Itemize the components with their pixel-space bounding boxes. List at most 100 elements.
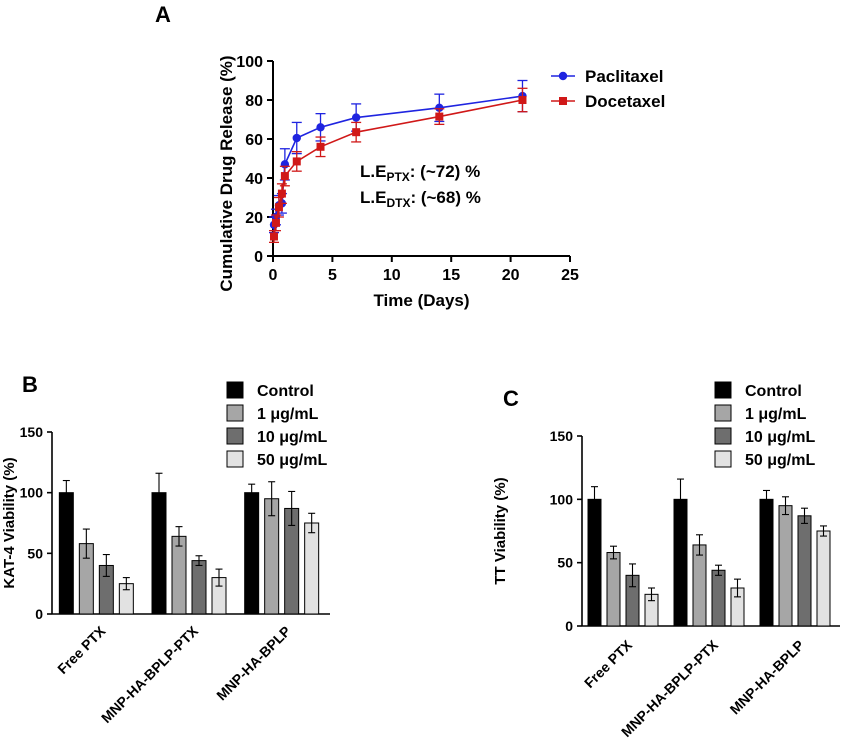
x-tick-label: 5 [328, 267, 337, 284]
bar [692, 544, 707, 627]
y-tick-label: 100 [236, 54, 263, 71]
legend-label: 1 μg/mL [745, 406, 807, 423]
bar [587, 498, 602, 627]
legend-entry: 1 μg/mL [226, 404, 319, 423]
legend-entry: 50 μg/mL [714, 450, 815, 469]
y-tick-label: 40 [245, 171, 263, 188]
legend-swatch [714, 450, 732, 468]
x-axis-title: Time (Days) [373, 291, 469, 310]
bar [711, 569, 726, 627]
data-point [435, 112, 444, 121]
category-label: MNP-HA-BPLP-PTX [98, 622, 202, 726]
legend-swatch [714, 381, 732, 399]
data-point [316, 123, 325, 132]
y-tick-label: 0 [565, 618, 573, 634]
bar [759, 498, 774, 627]
y-tick-label: 20 [245, 210, 263, 227]
bar [816, 530, 831, 627]
legend-entry: 1 μg/mL [714, 404, 807, 423]
legend-swatch [226, 450, 244, 468]
annotation-prefix: L.E [360, 188, 386, 207]
panel-a-line-chart: 0 20 40 60 80 100 0 5 10 15 20 25 Time (Days) Cumulat… [217, 54, 665, 310]
legend-label: 50 μg/mL [257, 452, 327, 469]
data-point [269, 232, 278, 241]
y-tick-label: 50 [557, 555, 573, 571]
legend-entry: Control [226, 381, 314, 400]
y-tick-label: 0 [35, 606, 43, 622]
legend-label: 10 μg/mL [745, 429, 815, 446]
panel-a-letter: A [155, 2, 171, 27]
category-label: Free PTX [54, 622, 109, 677]
legend-label: Control [257, 383, 314, 400]
series-docetaxel [268, 87, 528, 244]
data-point [292, 157, 301, 166]
legend-swatch [226, 381, 244, 399]
legend-entry: Paclitaxel [551, 67, 663, 86]
data-point [271, 218, 280, 227]
y-axis-title: TT Viability (%) [492, 477, 509, 584]
data-point [351, 113, 361, 122]
legend-marker [558, 71, 568, 81]
legend-entry: 10 μg/mL [226, 427, 327, 446]
y-tick-label: 50 [27, 545, 43, 561]
y-tick-label: 100 [20, 485, 44, 501]
legend-entry: 50 μg/mL [226, 450, 327, 469]
annotation-subscript: PTX [386, 170, 409, 184]
x-tick-label: 10 [383, 267, 401, 284]
panel-c-letter: C [503, 386, 519, 411]
x-tick-label: 15 [442, 267, 460, 284]
category-label: MNP-HA-BPLP [213, 623, 294, 704]
y-tick-label: 60 [245, 132, 263, 149]
y-tick-label: 100 [550, 491, 574, 507]
data-point [518, 96, 527, 104]
data-point [316, 142, 325, 151]
x-tick-label: 0 [269, 267, 278, 284]
y-axis-title: KAT-4 Viability (%) [1, 457, 18, 588]
y-axis-title: Cumulative Drug Release (%) [217, 55, 236, 291]
bar [58, 492, 74, 615]
legend-label: 1 μg/mL [257, 406, 319, 423]
legend-swatch [226, 427, 244, 445]
data-point [277, 189, 286, 198]
legend-label: 10 μg/mL [257, 429, 327, 446]
legend-entry: Control [714, 381, 802, 400]
category-label: MNP-HA-BPLP [727, 637, 808, 718]
data-point [292, 133, 301, 143]
legend-entry: Docetaxel [551, 92, 665, 111]
legend-swatch [226, 404, 244, 422]
bar [304, 522, 320, 615]
data-point [352, 128, 361, 137]
annotation-suffix: : (~72) % [410, 162, 480, 181]
series-line [273, 99, 523, 237]
annotation-loading-efficiency: L.EPTX: (~72) % [360, 162, 480, 184]
category-label: Free PTX [581, 636, 636, 691]
data-point [280, 172, 289, 181]
legend-entry: 10 μg/mL [714, 427, 815, 446]
legend-label: Control [745, 383, 802, 400]
legend-label: 50 μg/mL [745, 452, 815, 469]
x-tick-label: 20 [502, 267, 520, 284]
y-tick-label: 80 [245, 93, 263, 110]
legend-swatch [714, 427, 732, 445]
category-label: MNP-HA-BPLP-PTX [618, 636, 722, 740]
legend-label: Paclitaxel [585, 67, 663, 86]
bar [191, 560, 207, 615]
annotation-loading-efficiency: L.EDTX: (~68) % [360, 188, 481, 210]
annotation-subscript: DTX [386, 196, 410, 210]
data-point [274, 203, 283, 212]
x-tick-label: 25 [561, 267, 579, 284]
bar [244, 492, 260, 615]
y-tick-label: 150 [20, 424, 44, 440]
bar [778, 505, 793, 627]
y-tick-label: 150 [550, 428, 574, 444]
annotation-prefix: L.E [360, 162, 386, 181]
legend-marker [559, 97, 567, 105]
bar [171, 535, 187, 615]
legend-label: Docetaxel [585, 92, 665, 111]
annotation-suffix: : (~68) % [410, 188, 480, 207]
legend-swatch [714, 404, 732, 422]
panel-b-letter: B [22, 372, 38, 397]
